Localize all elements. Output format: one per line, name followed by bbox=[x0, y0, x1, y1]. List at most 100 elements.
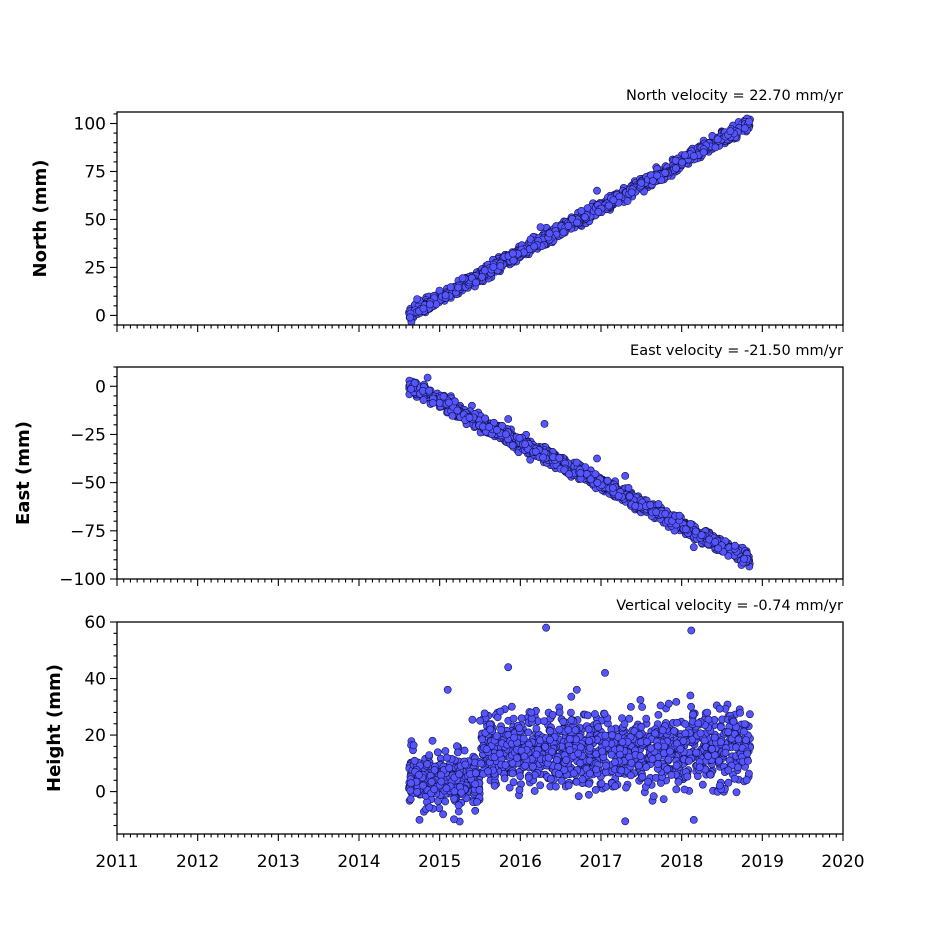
height-data-point bbox=[710, 733, 719, 742]
east-data-point bbox=[501, 430, 510, 439]
height-data-point bbox=[584, 725, 593, 734]
height-data-point bbox=[460, 746, 469, 755]
east-data-point bbox=[419, 396, 428, 404]
height-data-point bbox=[442, 753, 451, 762]
height-data-point bbox=[742, 736, 750, 744]
height-data-point bbox=[649, 792, 658, 801]
height-data-point bbox=[591, 710, 599, 718]
height-data-point bbox=[437, 777, 446, 786]
height-data-point bbox=[418, 781, 427, 790]
east-data-point bbox=[465, 413, 474, 422]
east-data-point bbox=[453, 406, 462, 415]
height-y-tick-label: 0 bbox=[95, 783, 106, 803]
height-data-point bbox=[477, 759, 485, 768]
east-data-point bbox=[504, 415, 513, 423]
height-data-point bbox=[406, 786, 415, 795]
x-tick-label: 2015 bbox=[418, 852, 461, 872]
height-data-point bbox=[505, 783, 514, 792]
east-data-point bbox=[508, 441, 517, 450]
east-data-point bbox=[410, 379, 419, 387]
east-points bbox=[405, 373, 754, 571]
height-data-point bbox=[441, 797, 450, 806]
height-data-point bbox=[715, 704, 724, 713]
east-data-point bbox=[740, 554, 749, 563]
height-data-point bbox=[457, 788, 466, 797]
east-data-point bbox=[631, 502, 640, 510]
height-data-point bbox=[583, 711, 592, 720]
height-data-point bbox=[455, 770, 464, 779]
height-data-point bbox=[734, 763, 742, 772]
height-data-point bbox=[704, 715, 713, 724]
height-data-point bbox=[687, 702, 695, 711]
height-data-point bbox=[490, 781, 499, 790]
north-data-point bbox=[413, 295, 421, 303]
height-data-point bbox=[564, 781, 573, 790]
height-data-point bbox=[694, 719, 703, 728]
height-data-point bbox=[540, 717, 549, 725]
height-data-point bbox=[585, 790, 593, 799]
height-data-point bbox=[607, 750, 616, 759]
height-data-point bbox=[548, 747, 556, 756]
east-data-point bbox=[540, 419, 549, 428]
east-data-point bbox=[593, 454, 601, 463]
height-data-point bbox=[567, 708, 575, 717]
height-data-point bbox=[406, 795, 415, 803]
east-data-point bbox=[423, 373, 432, 382]
height-data-point bbox=[654, 760, 662, 768]
east-data-point bbox=[428, 399, 437, 407]
height-data-point bbox=[559, 717, 568, 726]
height-data-point bbox=[681, 729, 690, 738]
height-data-point bbox=[548, 711, 557, 719]
north-data-point bbox=[689, 152, 698, 160]
height-data-point bbox=[704, 752, 712, 760]
height-data-point bbox=[611, 782, 619, 791]
east-data-point bbox=[608, 483, 617, 492]
height-data-point bbox=[736, 709, 744, 717]
height-data-point bbox=[594, 723, 603, 732]
height-data-point bbox=[532, 724, 541, 733]
height-data-point bbox=[732, 788, 741, 797]
height-data-point bbox=[510, 733, 518, 742]
height-data-point bbox=[475, 786, 484, 794]
height-data-point bbox=[484, 767, 492, 776]
height-data-point bbox=[454, 801, 463, 810]
height-data-point bbox=[569, 769, 578, 778]
east-data-point bbox=[444, 398, 453, 407]
height-data-point bbox=[501, 761, 510, 769]
height-data-point bbox=[654, 711, 663, 719]
height-data-point bbox=[703, 708, 712, 717]
east-data-point bbox=[439, 392, 448, 401]
north-velocity-title: North velocity = 22.70 mm/yr bbox=[626, 88, 843, 104]
height-data-point bbox=[557, 776, 566, 785]
north-y-tick-label: 25 bbox=[84, 258, 106, 278]
height-data-point bbox=[546, 727, 555, 736]
x-tick-label: 2013 bbox=[257, 852, 300, 872]
height-data-point bbox=[681, 720, 690, 728]
height-data-point bbox=[601, 731, 610, 740]
north-data-point bbox=[478, 272, 486, 281]
height-data-point bbox=[716, 738, 725, 746]
height-data-point bbox=[504, 663, 513, 672]
north-data-point bbox=[678, 158, 686, 167]
height-points bbox=[405, 623, 754, 834]
height-data-point bbox=[536, 781, 545, 790]
height-data-point bbox=[700, 736, 709, 745]
height-data-point bbox=[567, 692, 576, 701]
height-data-point bbox=[642, 714, 651, 723]
height-data-point bbox=[507, 702, 516, 711]
height-data-point bbox=[578, 775, 587, 784]
height-data-point bbox=[729, 717, 738, 726]
height-data-point bbox=[586, 769, 594, 778]
height-data-point bbox=[597, 779, 606, 788]
height-data-point bbox=[476, 716, 484, 725]
height-data-point bbox=[497, 726, 505, 734]
height-data-point bbox=[450, 794, 458, 803]
north-data-point bbox=[581, 213, 589, 222]
height-data-point bbox=[520, 752, 529, 761]
east-data-point bbox=[407, 384, 415, 393]
east-data-point bbox=[572, 458, 581, 467]
height-data-point bbox=[685, 756, 693, 765]
height-data-point bbox=[541, 742, 550, 751]
height-data-point bbox=[743, 749, 752, 758]
